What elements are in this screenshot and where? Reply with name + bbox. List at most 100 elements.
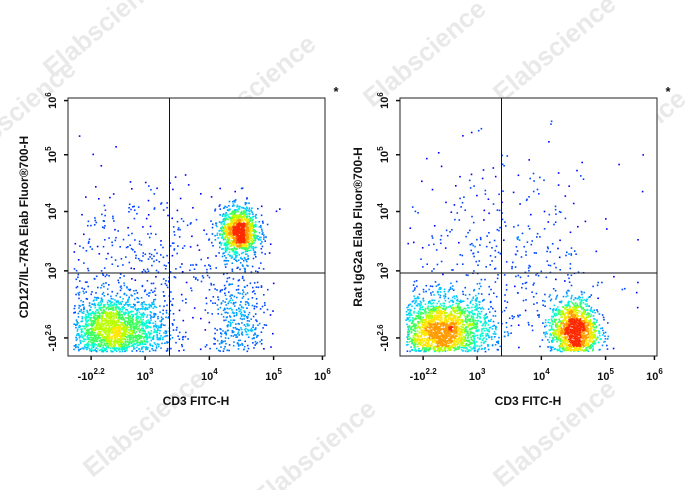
data-point <box>412 284 415 286</box>
data-point <box>476 283 479 285</box>
data-point <box>526 198 528 201</box>
data-point <box>439 238 442 241</box>
data-point <box>437 293 440 296</box>
data-point <box>156 252 158 255</box>
data-point <box>102 291 105 294</box>
data-point <box>141 303 144 305</box>
data-point <box>544 300 546 303</box>
data-point <box>484 350 487 353</box>
data-point <box>258 226 261 228</box>
data-point <box>135 350 138 352</box>
data-point <box>149 344 152 346</box>
data-point <box>87 315 90 317</box>
data-point <box>132 314 134 316</box>
data-point <box>227 233 229 235</box>
data-point <box>406 323 408 326</box>
data-point <box>157 343 160 345</box>
data-point <box>249 233 251 235</box>
data-point <box>428 244 430 246</box>
data-point <box>113 325 116 328</box>
data-point <box>422 266 424 268</box>
data-point <box>121 314 123 316</box>
data-point <box>133 343 135 345</box>
data-point <box>225 218 228 220</box>
data-point <box>84 334 86 337</box>
data-point <box>552 340 554 343</box>
data-point <box>586 298 588 301</box>
data-point <box>469 343 472 345</box>
data-point <box>598 341 600 344</box>
data-point <box>263 324 266 326</box>
data-point <box>219 208 222 210</box>
data-point <box>599 327 602 330</box>
data-point <box>123 324 125 327</box>
data-point <box>261 241 263 243</box>
data-point <box>521 283 524 285</box>
data-point <box>114 239 117 242</box>
data-point <box>77 322 79 324</box>
data-point <box>243 324 246 326</box>
data-point <box>106 334 108 336</box>
data-point <box>246 323 248 325</box>
data-point <box>130 311 132 313</box>
data-point <box>228 283 231 285</box>
data-point <box>137 257 140 260</box>
data-point <box>251 242 254 244</box>
data-point <box>485 313 487 315</box>
data-point <box>251 329 253 331</box>
data-point <box>82 304 85 306</box>
data-point <box>186 224 189 227</box>
data-point <box>229 307 232 310</box>
data-point <box>530 213 532 216</box>
data-point <box>223 319 225 322</box>
data-point <box>235 251 238 253</box>
data-point <box>148 236 151 239</box>
data-point <box>225 243 227 245</box>
data-point <box>82 347 84 349</box>
data-point <box>106 342 109 345</box>
data-point <box>87 319 90 321</box>
data-point <box>127 288 130 291</box>
data-point <box>240 301 242 303</box>
data-point <box>422 312 424 315</box>
data-point <box>237 343 240 345</box>
data-point <box>229 321 231 324</box>
data-point <box>85 318 87 321</box>
data-point <box>114 314 117 317</box>
data-point <box>491 344 494 347</box>
data-point <box>216 234 218 236</box>
data-point <box>233 204 235 207</box>
data-point <box>243 345 246 348</box>
data-point <box>193 307 196 309</box>
data-point <box>146 308 148 310</box>
data-point <box>206 271 208 274</box>
data-point <box>132 322 134 324</box>
data-point <box>97 343 100 346</box>
data-point <box>544 325 546 328</box>
data-point <box>111 336 113 338</box>
data-point <box>252 218 254 221</box>
data-point <box>603 341 605 343</box>
data-point <box>453 349 456 352</box>
data-point <box>229 235 232 238</box>
data-point <box>232 244 235 247</box>
data-point <box>467 274 469 277</box>
data-point <box>203 229 205 232</box>
data-point <box>96 318 99 320</box>
data-point <box>469 302 472 304</box>
data-point <box>135 342 138 345</box>
data-point <box>229 299 231 302</box>
data-point <box>224 263 226 266</box>
data-point <box>484 320 487 323</box>
data-point <box>413 300 415 302</box>
data-point <box>87 337 89 339</box>
data-point <box>143 339 146 342</box>
data-point <box>471 306 473 309</box>
data-point <box>221 225 224 228</box>
data-point <box>542 322 544 324</box>
data-point <box>233 237 235 240</box>
data-point <box>115 236 117 239</box>
data-point <box>130 337 132 340</box>
data-point <box>119 309 121 311</box>
